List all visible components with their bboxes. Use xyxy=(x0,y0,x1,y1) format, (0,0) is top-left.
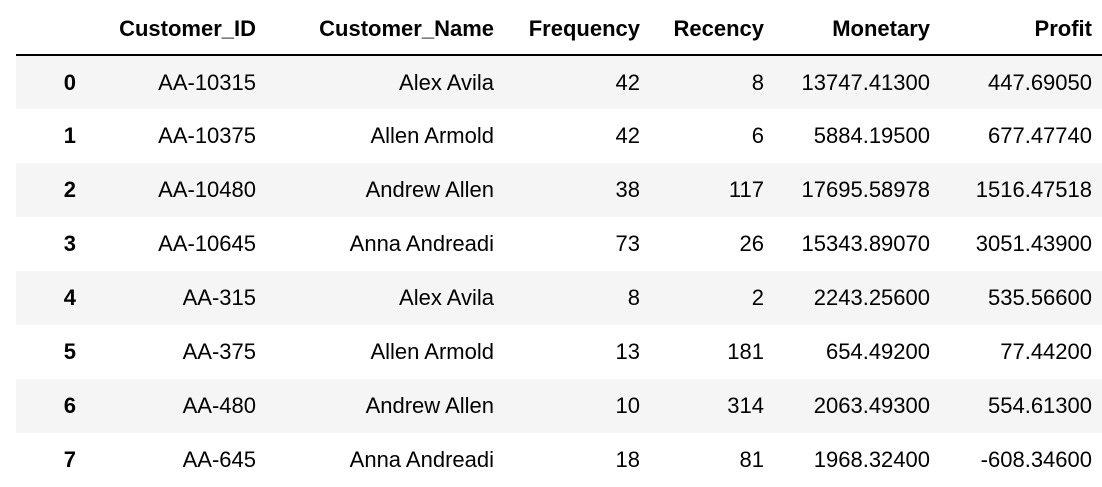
cell-frequency: 13 xyxy=(615,339,640,364)
cell-recency: 117 xyxy=(728,177,764,202)
cell-monetary: 1968.32400 xyxy=(813,447,930,472)
header-customer-name: Customer_Name xyxy=(266,4,504,56)
cell-monetary: 2243.25600 xyxy=(813,285,930,310)
cell-customer-name: Andrew Allen xyxy=(365,393,494,418)
cell-monetary: 17695.58978 xyxy=(801,177,930,202)
cell-recency: 81 xyxy=(739,447,764,472)
cell-frequency: 42 xyxy=(615,69,640,95)
cell-profit: 1516.47518 xyxy=(975,177,1092,202)
row-index: 7 xyxy=(63,447,76,472)
cell-monetary: 15343.89070 xyxy=(801,231,930,256)
header-customer-id: Customer_ID xyxy=(96,4,266,56)
cell-profit: 447.69050 xyxy=(988,69,1092,95)
cell-frequency: 73 xyxy=(615,231,640,256)
table-row: 2 AA-10480 Andrew Allen 38 117 17695.589… xyxy=(16,163,1102,217)
cell-profit: -608.34600 xyxy=(980,447,1092,472)
cell-monetary: 5884.19500 xyxy=(813,123,930,148)
cell-monetary: 654.49200 xyxy=(826,339,930,364)
table-row: 6 AA-480 Andrew Allen 10 314 2063.49300 … xyxy=(16,379,1102,433)
cell-customer-id: AA-10315 xyxy=(158,69,256,95)
row-index: 4 xyxy=(63,285,76,310)
cell-customer-name: Allen Armold xyxy=(370,123,494,148)
row-index: 5 xyxy=(63,339,76,364)
table-row: 7 AA-645 Anna Andreadi 18 81 1968.32400 … xyxy=(16,433,1102,487)
cell-recency: 8 xyxy=(751,69,764,95)
cell-customer-name: Anna Andreadi xyxy=(349,231,494,256)
cell-profit: 77.44200 xyxy=(1000,339,1092,364)
cell-frequency: 18 xyxy=(615,447,640,472)
dataframe-table: Customer_ID Customer_Name Frequency Rece… xyxy=(16,4,1102,487)
cell-frequency: 10 xyxy=(615,393,640,418)
cell-customer-name: Anna Andreadi xyxy=(349,447,494,472)
cell-recency: 314 xyxy=(727,393,764,418)
table-header: Customer_ID Customer_Name Frequency Rece… xyxy=(16,4,1102,56)
header-row: Customer_ID Customer_Name Frequency Rece… xyxy=(16,4,1102,56)
header-recency: Recency xyxy=(650,4,774,56)
cell-customer-id: AA-480 xyxy=(182,393,256,418)
row-index: 2 xyxy=(63,177,76,202)
cell-recency: 2 xyxy=(751,285,764,310)
cell-customer-name: Allen Armold xyxy=(370,339,494,364)
table-row: 1 AA-10375 Allen Armold 42 6 5884.19500 … xyxy=(16,109,1102,163)
cell-profit: 554.61300 xyxy=(988,393,1092,418)
cell-recency: 6 xyxy=(751,123,764,148)
cell-customer-id: AA-10480 xyxy=(158,177,256,202)
cell-profit: 677.47740 xyxy=(988,123,1092,148)
cell-frequency: 42 xyxy=(615,123,640,148)
header-index xyxy=(16,4,96,56)
table-row: 3 AA-10645 Anna Andreadi 73 26 15343.890… xyxy=(16,217,1102,271)
cell-recency: 181 xyxy=(727,339,764,364)
cell-monetary: 13747.41300 xyxy=(801,69,930,95)
header-frequency: Frequency xyxy=(504,4,650,56)
table-row: 5 AA-375 Allen Armold 13 181 654.49200 7… xyxy=(16,325,1102,379)
row-index: 6 xyxy=(63,393,76,418)
cell-customer-id: AA-315 xyxy=(182,285,256,310)
row-index: 0 xyxy=(63,69,76,95)
cell-monetary: 2063.49300 xyxy=(813,393,930,418)
cell-customer-id: AA-375 xyxy=(182,339,256,364)
table-body: 0 AA-10315 Alex Avila 42 8 13747.41300 4… xyxy=(16,55,1102,487)
row-index: 1 xyxy=(63,123,76,148)
table-row: 0 AA-10315 Alex Avila 42 8 13747.41300 4… xyxy=(16,55,1102,109)
header-profit: Profit xyxy=(940,4,1102,56)
cell-recency: 26 xyxy=(739,231,764,256)
cell-frequency: 8 xyxy=(627,285,640,310)
header-monetary: Monetary xyxy=(774,4,940,56)
cell-customer-id: AA-645 xyxy=(182,447,256,472)
cell-customer-name: Alex Avila xyxy=(399,69,494,95)
row-index: 3 xyxy=(63,231,76,256)
table-row: 4 AA-315 Alex Avila 8 2 2243.25600 535.5… xyxy=(16,271,1102,325)
cell-customer-id: AA-10375 xyxy=(158,123,256,148)
cell-customer-name: Andrew Allen xyxy=(365,177,494,202)
cell-customer-name: Alex Avila xyxy=(399,285,494,310)
cell-profit: 535.56600 xyxy=(988,285,1092,310)
cell-profit: 3051.43900 xyxy=(975,231,1092,256)
cell-customer-id: AA-10645 xyxy=(158,231,256,256)
cell-frequency: 38 xyxy=(615,177,640,202)
